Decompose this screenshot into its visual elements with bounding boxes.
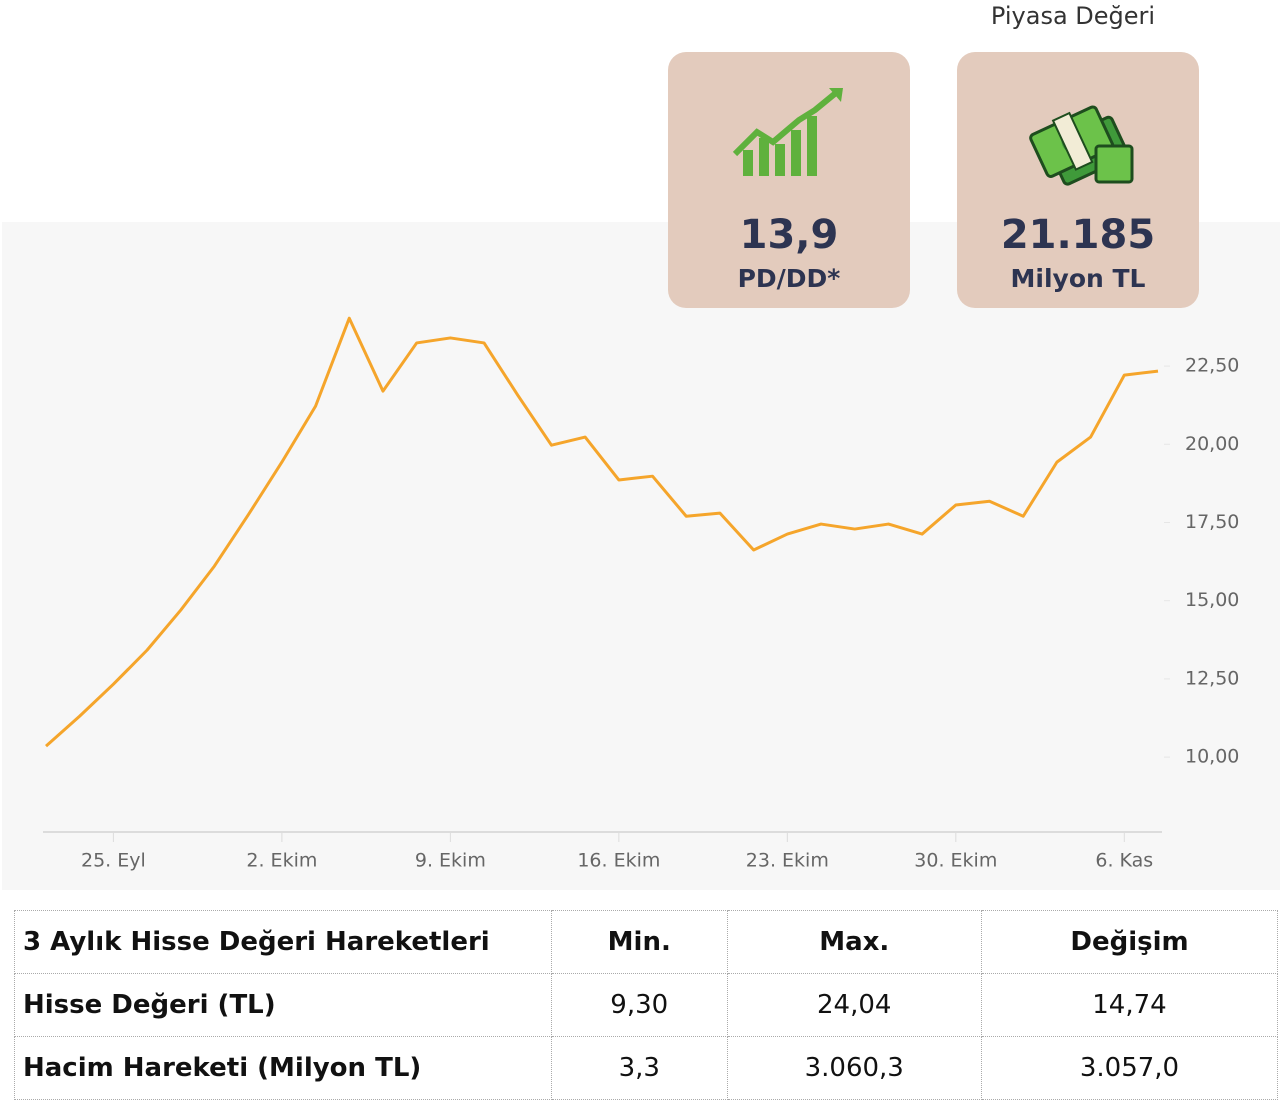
table-header: 3 Aylık Hisse Değeri Hareketleri Min. Ma… — [15, 911, 1278, 974]
y-tick-label: 20,00 — [1185, 433, 1239, 455]
cell: Hacim Hareketi (Milyon TL) — [15, 1037, 552, 1100]
card-label: PD/DD* — [668, 264, 910, 293]
chart-background — [2, 222, 1280, 890]
cell: Hisse Değeri (TL) — [15, 974, 552, 1037]
y-tick-label: 12,50 — [1185, 667, 1239, 689]
header-cell: 3 Aylık Hisse Değeri Hareketleri — [15, 911, 552, 974]
stats-table: 3 Aylık Hisse Değeri Hareketleri Min. Ma… — [14, 910, 1278, 1100]
page: 10,00 12,50 15,00 17,50 20,00 22,50 25. Eyl 2. … — [0, 0, 1280, 1101]
card: 21.185 Milyon TL — [957, 52, 1199, 308]
cell: 3.060,3 — [727, 1037, 981, 1100]
x-tick-label: 30. Ekim — [914, 850, 997, 872]
y-tick-label: 15,00 — [1185, 589, 1239, 611]
growth-icon — [729, 86, 849, 196]
caption: Piyasa Değeri — [940, 2, 1206, 30]
cell: 9,30 — [552, 974, 728, 1037]
money-icon — [1018, 86, 1138, 196]
x-tick-label: 25. Eyl — [81, 850, 146, 872]
cell: 14,74 — [981, 974, 1277, 1037]
x-tick-label: 6. Kas — [1095, 850, 1153, 872]
x-tick-label: 9. Ekim — [415, 850, 486, 872]
x-tick-label: 16. Ekim — [577, 850, 660, 872]
header-cell: Min. — [552, 911, 728, 974]
card-value: 21.185 — [957, 212, 1199, 258]
y-tick-label: 10,00 — [1185, 746, 1239, 768]
y-tick-label: 22,50 — [1185, 355, 1239, 377]
card-value: 13,9 — [668, 212, 910, 258]
header-cell: Max. — [727, 911, 981, 974]
x-tick-label: 23. Ekim — [746, 850, 829, 872]
card: 13,9 PD/DD* — [668, 52, 910, 308]
header-cell: Değişim — [981, 911, 1277, 974]
table-row: Hisse Değeri (TL) 9,30 24,04 14,74 — [15, 974, 1278, 1037]
x-tick-label: 2. Ekim — [246, 850, 317, 872]
y-tick-label: 17,50 — [1185, 511, 1239, 533]
cell: 3.057,0 — [981, 1037, 1277, 1100]
cell: 24,04 — [727, 974, 981, 1037]
card-label: Milyon TL — [957, 264, 1199, 293]
table-row: Hacim Hareketi (Milyon TL) 3,3 3.060,3 3… — [15, 1037, 1278, 1100]
cell: 3,3 — [552, 1037, 728, 1100]
